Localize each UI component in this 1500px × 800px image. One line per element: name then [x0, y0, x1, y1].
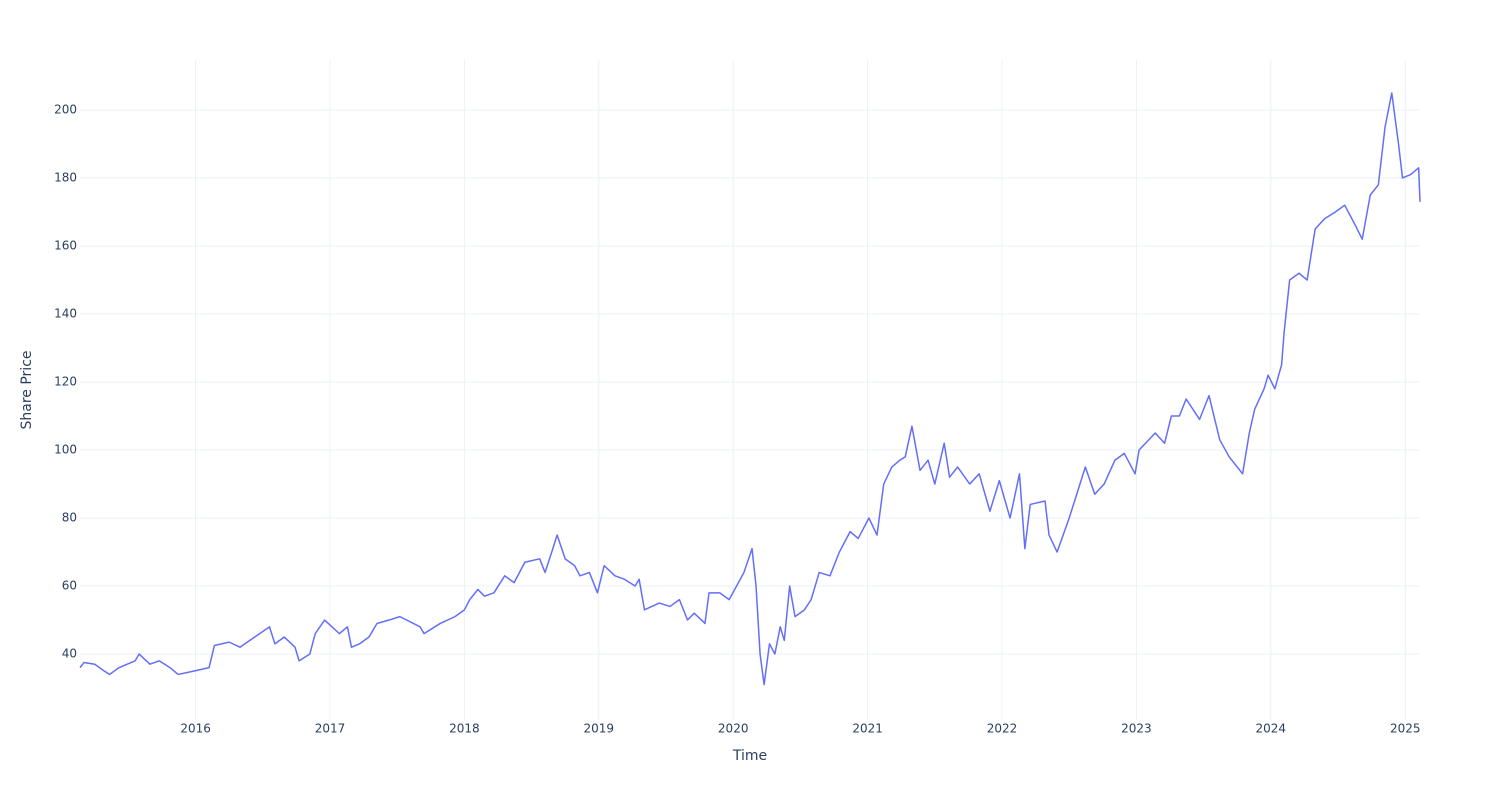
y-tick-label: 120	[54, 375, 77, 389]
x-tick-label: 2022	[987, 722, 1018, 736]
y-tick-label: 200	[54, 102, 77, 116]
price-line	[79, 92, 1421, 686]
x-tick-label: 2023	[1121, 722, 1152, 736]
x-axis-title: Time	[732, 748, 767, 764]
y-tick-label: 180	[54, 170, 77, 184]
x-tick-label: 2017	[315, 722, 346, 736]
y-tick-label: 80	[62, 511, 77, 525]
y-tick-label: 100	[54, 443, 77, 457]
y-axis-title: Share Price	[19, 350, 35, 429]
x-tick-label: 2025	[1390, 722, 1421, 736]
y-tick-label: 40	[62, 647, 77, 661]
y-tick-label: 60	[62, 579, 77, 593]
x-tick-label: 2024	[1256, 722, 1287, 736]
x-tick-label: 2018	[449, 722, 480, 736]
x-tick-label: 2020	[718, 722, 749, 736]
x-tick-label: 2019	[584, 722, 615, 736]
x-tick-label: 2021	[852, 722, 883, 736]
y-tick-label: 140	[54, 307, 77, 321]
y-tick-label: 160	[54, 238, 77, 252]
x-tick-label: 2016	[180, 722, 211, 736]
